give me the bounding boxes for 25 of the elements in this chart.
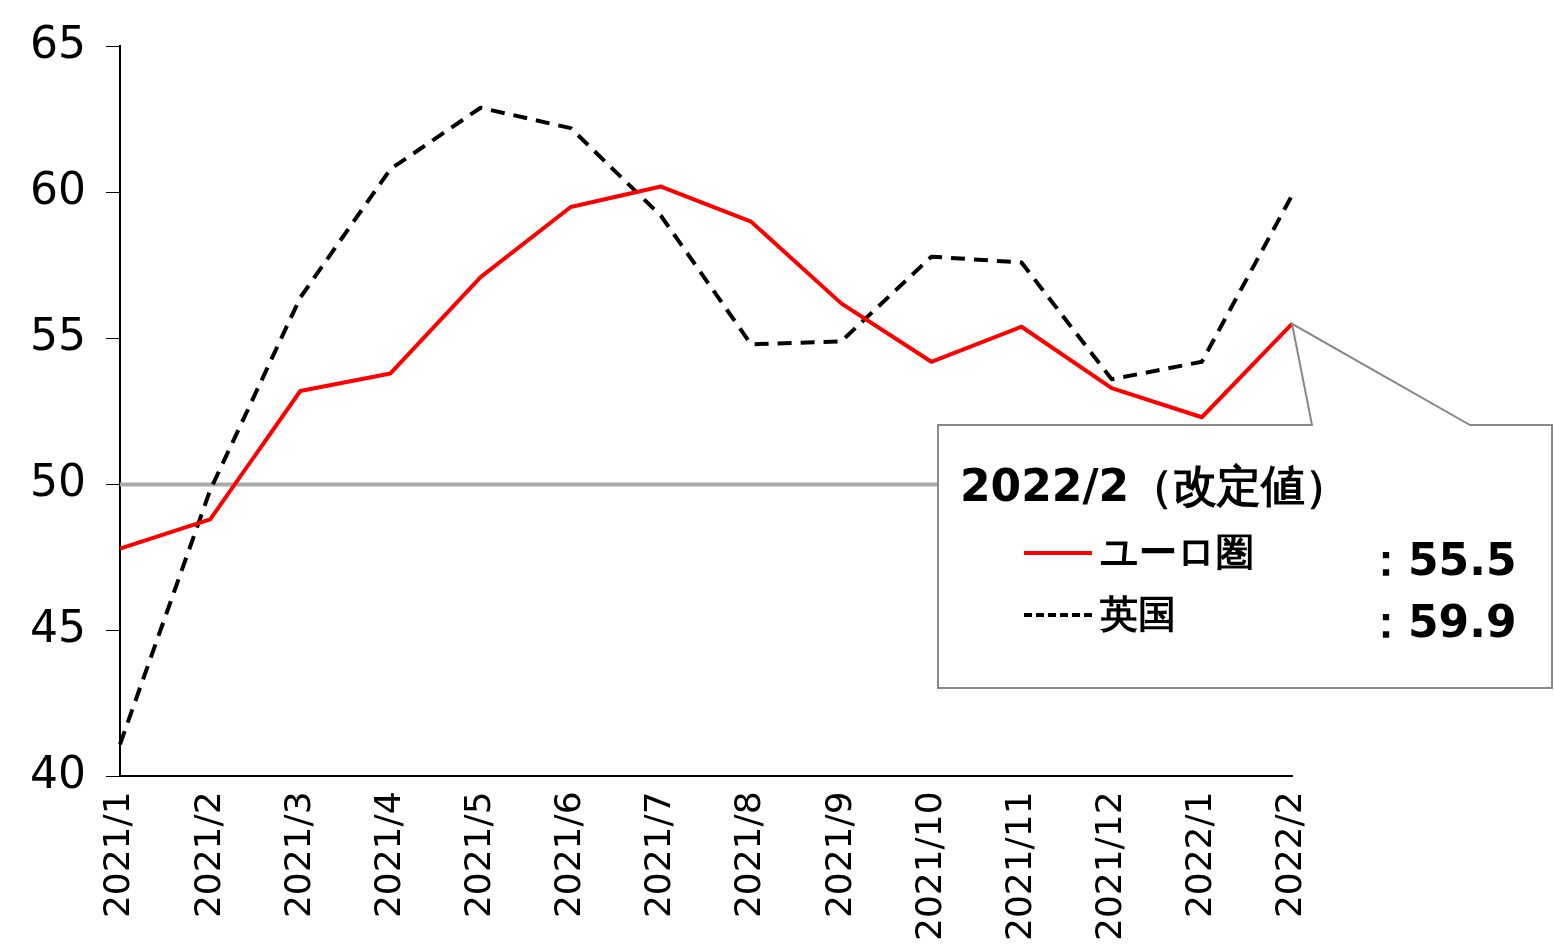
- y-tick-label: 65: [29, 16, 86, 68]
- x-tick-label: 2021/12: [1088, 791, 1130, 942]
- y-tick-label: 50: [29, 454, 86, 506]
- x-tick-label: 2021/10: [907, 791, 949, 942]
- x-tick-label: 2021/1: [96, 791, 138, 919]
- x-tick-label: 2021/4: [366, 791, 408, 919]
- x-tick-label: 2021/5: [456, 791, 498, 919]
- text: ：55.5: [1364, 533, 1517, 587]
- y-tick-label: 40: [29, 746, 86, 798]
- x-tick-label: 2021/8: [727, 791, 769, 919]
- x-tick-label: 2021/6: [547, 791, 589, 919]
- x-tick-label: 2021/9: [817, 791, 859, 919]
- legend-label: 英国: [1100, 591, 1176, 638]
- text: ：59.9: [1364, 595, 1517, 649]
- x-tick-label: 2022/2: [1268, 791, 1310, 919]
- x-tick-label: 2022/1: [1178, 791, 1220, 919]
- annotation: 2022/2（改定値）: [960, 459, 1350, 513]
- legend-label: ユーロ圏: [1100, 529, 1254, 576]
- x-tick-label: 2021/3: [276, 791, 318, 919]
- y-tick-label: 45: [29, 600, 86, 652]
- y-tick-label: 55: [29, 308, 86, 360]
- y-tick-label: 60: [29, 162, 86, 214]
- x-tick-label: 2021/2: [186, 791, 228, 919]
- x-tick-label: 2021/7: [637, 791, 679, 919]
- x-tick-label: 2021/11: [997, 791, 1039, 942]
